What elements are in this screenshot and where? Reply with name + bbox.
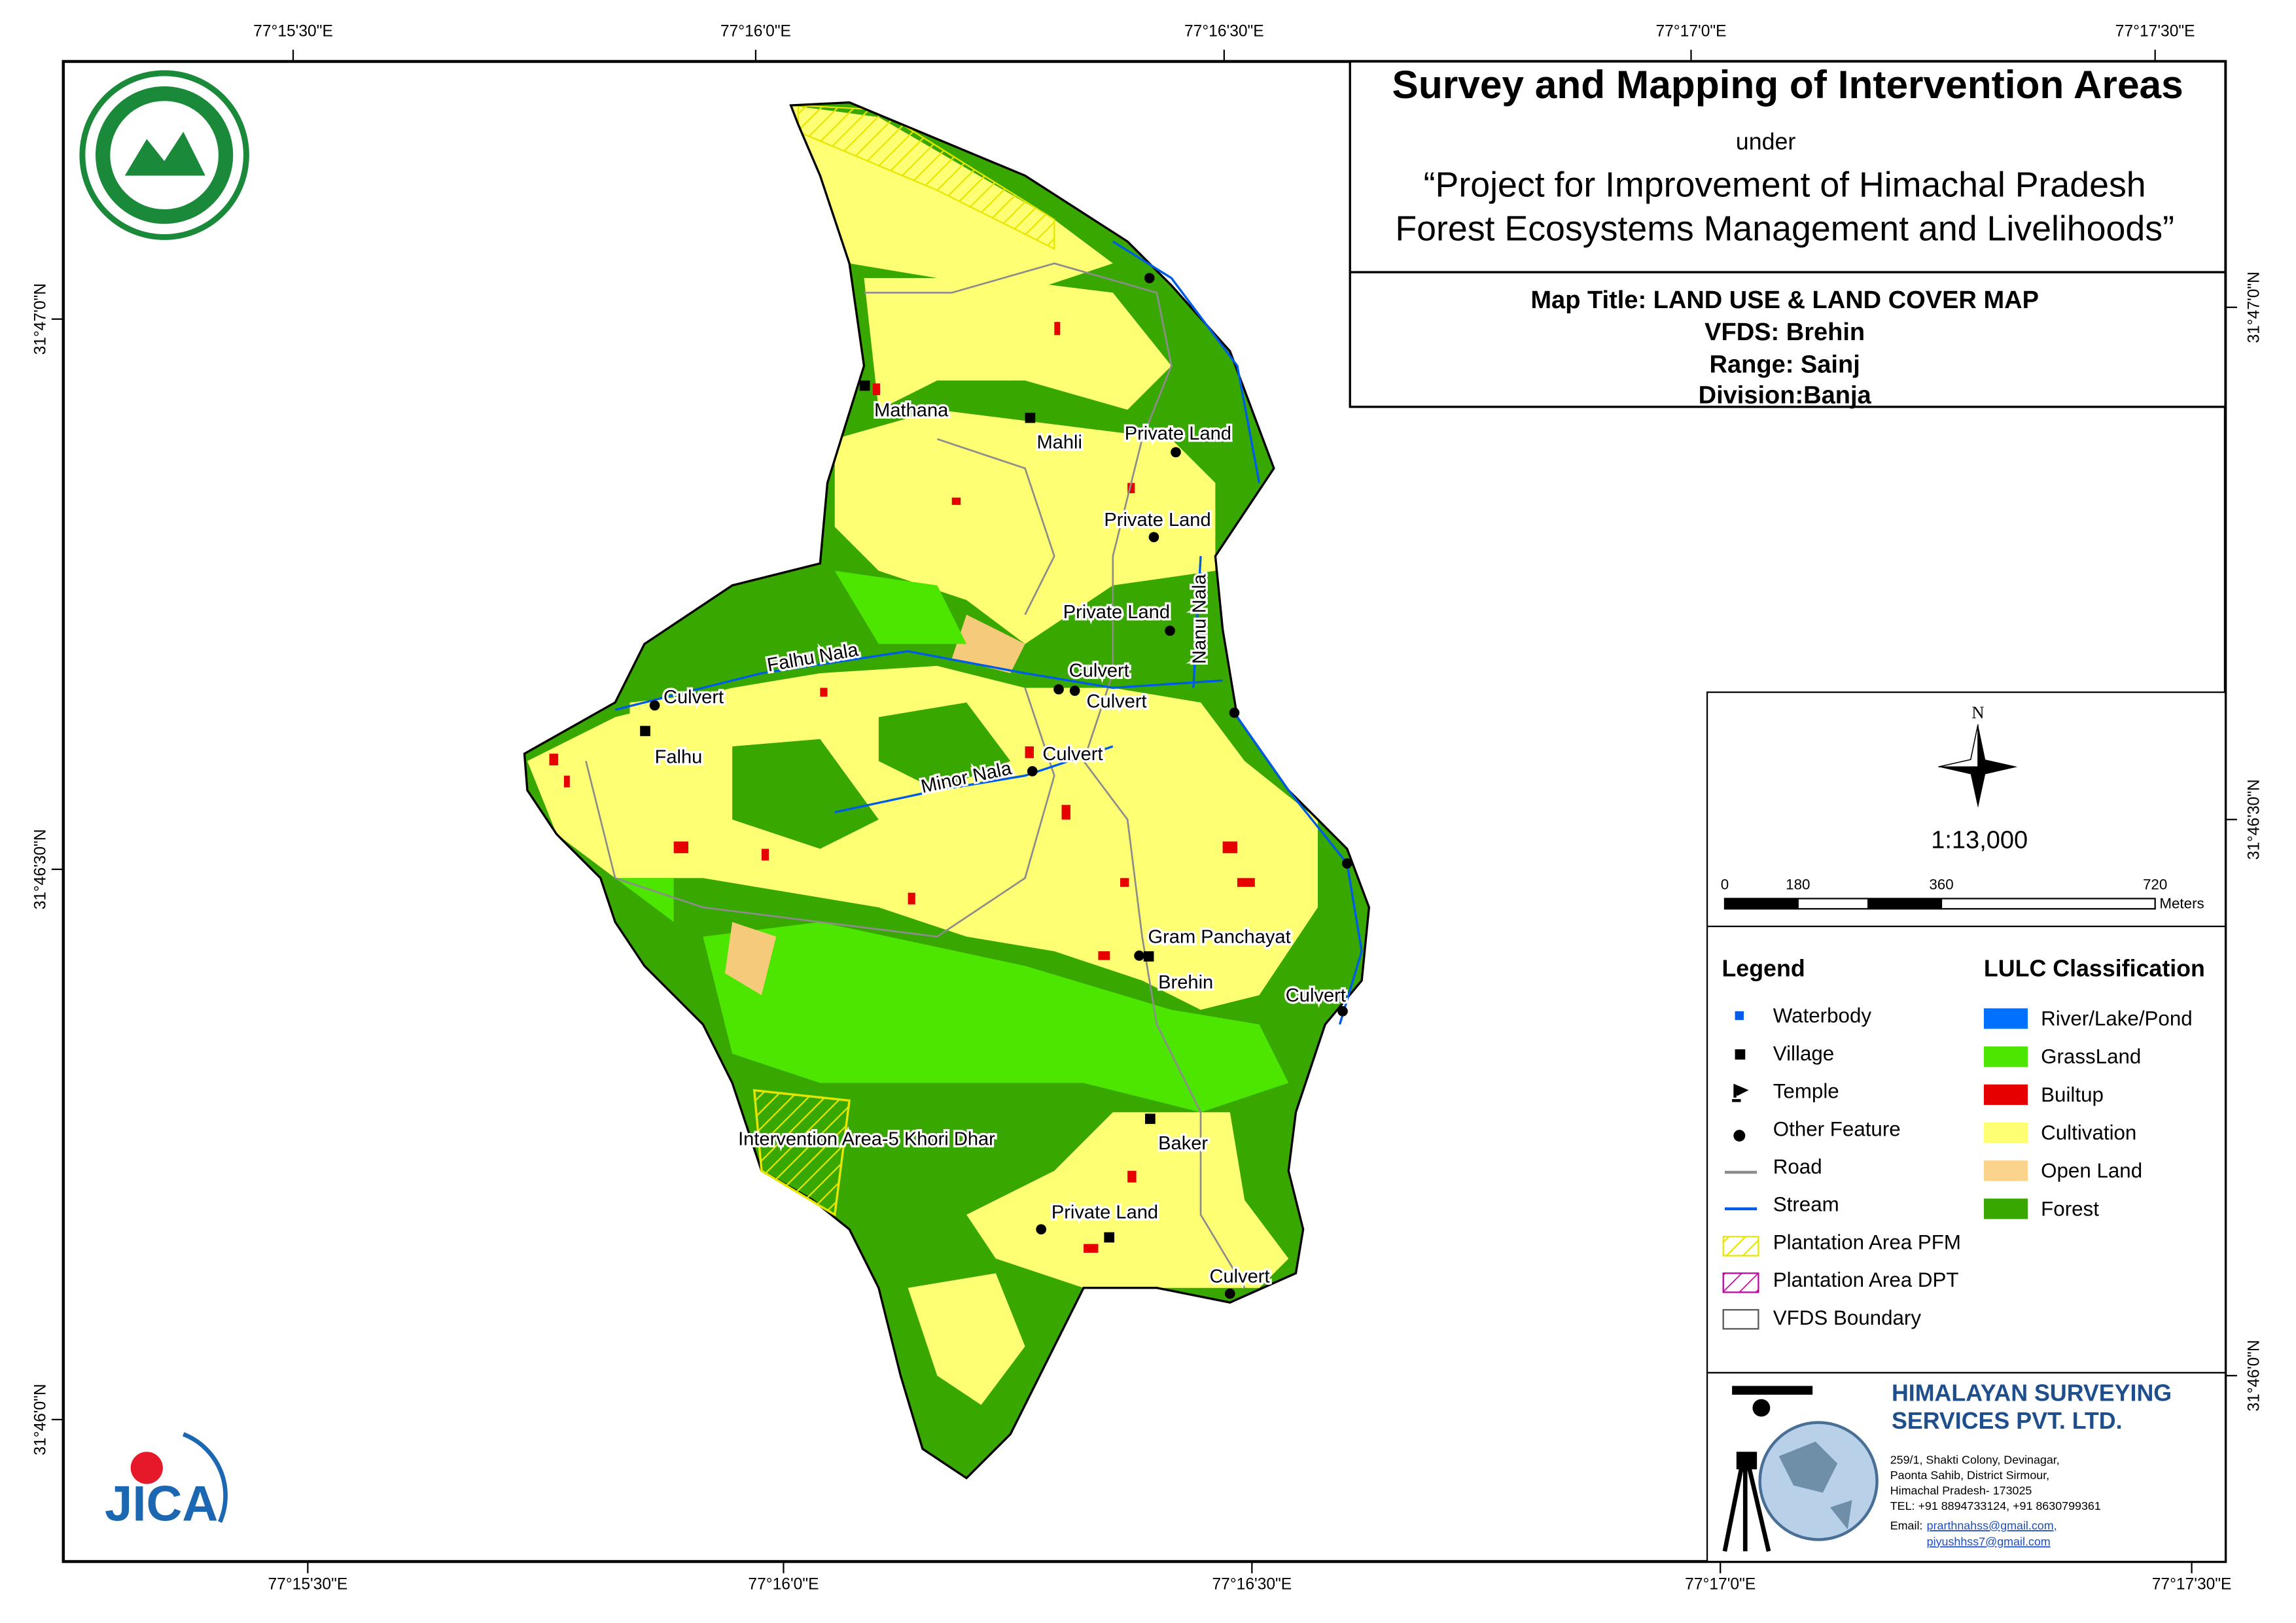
top-coord-label: 77°16'30"E (1184, 23, 1264, 41)
right-coord-label: 31°46'30"N (2245, 779, 2263, 860)
jica-text: JICA (105, 1476, 218, 1531)
place-label: Culvert (663, 687, 724, 708)
lulc-item: Cultivation (2041, 1121, 2136, 1144)
place-label: Culvert (1209, 1266, 1269, 1287)
place-label: Mahli (1036, 432, 1082, 453)
top-coord-label: 77°17'30"E (2115, 23, 2195, 41)
scale-tick-label: 0 (1721, 876, 1729, 892)
scale-tick-label: 180 (1786, 876, 1810, 892)
place-label: Culvert (1286, 985, 1346, 1006)
left-coord-label: 31°47'0"N (32, 283, 50, 355)
legend-item: Road (1773, 1155, 1822, 1178)
project-line: “Project for Improvement of Himachal Pra… (1424, 166, 2146, 205)
place-label: Gram Panchayat (1148, 927, 1291, 948)
email: prarthnahss@gmail.com, (1927, 1519, 2057, 1532)
lulc-item: GrassLand (2041, 1045, 2141, 1068)
range: Range: Sainj (1710, 351, 1860, 378)
bottom-coord-label: 77°16'30"E (1212, 1575, 1292, 1593)
subtitle: under (1736, 129, 1796, 155)
legend-item: Plantation Area DPT (1773, 1268, 1959, 1291)
email: piyushhss7@gmail.com (1927, 1535, 2051, 1548)
address-line: Himachal Pradesh- 173025 (1890, 1484, 2032, 1497)
place-label: Brehin (1158, 972, 1213, 993)
vfds: VFDS: Brehin (1704, 319, 1865, 346)
place-label: Intervention Area-5 Khori Dhar (738, 1128, 995, 1149)
address-line: 259/1, Shakti Colony, Devinagar, (1890, 1453, 2060, 1466)
bottom-coord-label: 77°15'30"E (268, 1575, 348, 1593)
top-coord-label: 77°17'0"E (1655, 23, 1726, 41)
legend-title: Legend (1722, 956, 1805, 982)
top-coord-label: 77°15'30"E (253, 23, 333, 41)
lulc-item: Builtup (2041, 1083, 2104, 1106)
place-label: Private Land (1051, 1202, 1158, 1223)
lulc-title: LULC Classification (1984, 956, 2205, 982)
legend-item: VFDS Boundary (1773, 1306, 1922, 1329)
place-label: Nanu Nala (1190, 574, 1210, 664)
place-label: Mathana (874, 400, 949, 421)
address-line: Paonta Sahib, District Sirmour, (1890, 1469, 2049, 1482)
map-title: Map Title: LAND USE & LAND COVER MAP (1530, 287, 2039, 314)
project-line: Forest Ecosystems Management and Livelih… (1395, 209, 2174, 249)
lulc-map (523, 101, 1370, 1480)
lulc-item: Open Land (2041, 1159, 2142, 1182)
forest-dept-logo (79, 70, 249, 240)
email-label: Email: (1890, 1519, 1923, 1532)
scale-ratio: 1:13,000 (1931, 826, 2028, 854)
place-label: Private Land (1104, 510, 1210, 531)
right-coord-label: 31°46'0"N (2245, 1340, 2263, 1411)
left-coord-label: 31°46'0"N (32, 1384, 50, 1455)
left-coord-label: 31°46'30"N (32, 829, 50, 909)
right-coord-label: 31°47'0"N (2245, 271, 2263, 343)
scale-tick-label: 360 (1929, 876, 1953, 892)
north-label: N (1971, 703, 1984, 722)
scale-tick-label: 720 (2143, 876, 2167, 892)
company-panel: HIMALAYAN SURVEYING SERVICES PVT. LTD. 2… (1706, 1372, 2227, 1563)
company-name: HIMALAYAN SURVEYING (1892, 1380, 2172, 1406)
bottom-coord-label: 77°16'0"E (748, 1575, 819, 1593)
north-scale-panel: N 1:13,000 0 180 360 720 Meters (1706, 691, 2227, 928)
place-label: Falhu (655, 747, 703, 768)
legend-item: Stream (1773, 1193, 1839, 1216)
graticule-labels: 77°15'30"E 77°16'0"E 77°16'30"E 77°17'0"E 77… (32, 23, 2263, 1594)
place-label: Culvert (1042, 744, 1103, 765)
jica-logo: JICA (105, 1432, 228, 1531)
graticule-ticks (51, 50, 2237, 1573)
lulc-item: River/Lake/Pond (2041, 1007, 2193, 1030)
title-block: Survey and Mapping of Intervention Areas… (1349, 60, 2227, 409)
company-name: SERVICES PVT. LTD. (1892, 1408, 2123, 1434)
legend-item: Other Feature (1773, 1117, 1901, 1140)
legend-item: Waterbody (1773, 1004, 1872, 1027)
place-label: Private Land (1125, 423, 1231, 444)
place-label: Culvert (1069, 661, 1129, 682)
place-label: Culvert (1087, 691, 1147, 712)
place-label: Private Land (1063, 602, 1170, 623)
scale-unit: Meters (2159, 895, 2204, 911)
lulc-item: Forest (2041, 1197, 2099, 1220)
place-label: Baker (1158, 1133, 1208, 1154)
title: Survey and Mapping of Intervention Areas (1392, 62, 2183, 107)
address-line: TEL: +91 8894733124, +91 8630799361 (1890, 1499, 2101, 1512)
top-coord-label: 77°16'0"E (720, 23, 791, 41)
bottom-coord-label: 77°17'0"E (1685, 1575, 1756, 1593)
division: Division:Banja (1699, 381, 1872, 409)
legend-item: Temple (1773, 1080, 1839, 1103)
bottom-coord-label: 77°17'30"E (2152, 1575, 2232, 1593)
legend-panel: Legend LULC Classification Waterbody Vill… (1706, 925, 2227, 1374)
legend-item: Village (1773, 1042, 1834, 1065)
legend-item: Plantation Area PFM (1773, 1230, 1961, 1253)
